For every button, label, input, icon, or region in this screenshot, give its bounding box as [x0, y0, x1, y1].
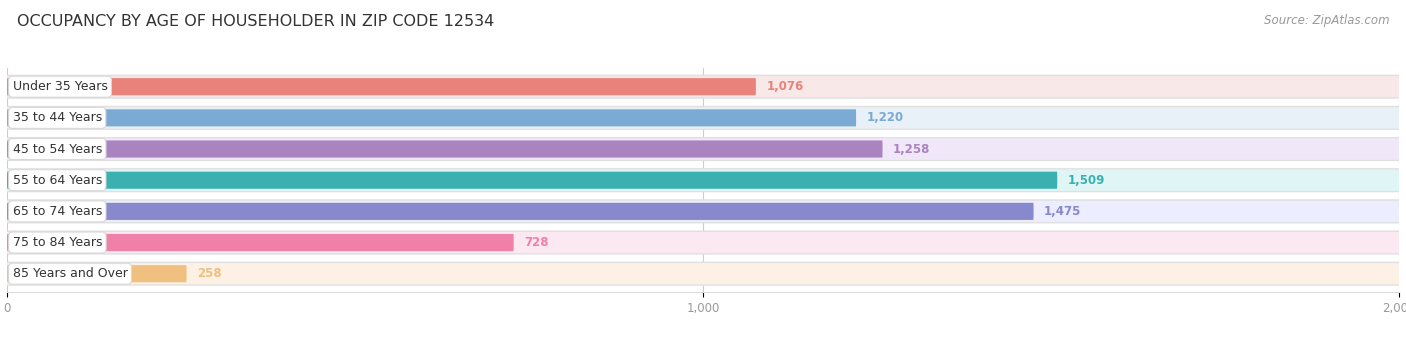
FancyBboxPatch shape: [6, 169, 1400, 191]
Text: Under 35 Years: Under 35 Years: [13, 80, 107, 93]
FancyBboxPatch shape: [7, 78, 756, 95]
FancyBboxPatch shape: [7, 76, 1399, 97]
Text: 35 to 44 Years: 35 to 44 Years: [13, 112, 101, 124]
Text: Source: ZipAtlas.com: Source: ZipAtlas.com: [1264, 14, 1389, 27]
Text: 65 to 74 Years: 65 to 74 Years: [13, 205, 103, 218]
Text: 1,258: 1,258: [893, 142, 931, 155]
FancyBboxPatch shape: [6, 231, 1400, 254]
FancyBboxPatch shape: [7, 203, 1033, 220]
FancyBboxPatch shape: [7, 170, 1399, 191]
Text: 1,509: 1,509: [1067, 174, 1105, 187]
FancyBboxPatch shape: [7, 172, 1057, 189]
Text: 55 to 64 Years: 55 to 64 Years: [13, 174, 103, 187]
FancyBboxPatch shape: [7, 234, 513, 251]
FancyBboxPatch shape: [7, 263, 1399, 284]
FancyBboxPatch shape: [7, 107, 1399, 129]
FancyBboxPatch shape: [7, 109, 856, 126]
Text: 1,475: 1,475: [1045, 205, 1081, 218]
FancyBboxPatch shape: [7, 232, 1399, 253]
FancyBboxPatch shape: [6, 75, 1400, 98]
Text: 85 Years and Over: 85 Years and Over: [13, 267, 128, 280]
Text: 1,076: 1,076: [766, 80, 804, 93]
FancyBboxPatch shape: [7, 138, 1399, 160]
Text: 258: 258: [197, 267, 222, 280]
FancyBboxPatch shape: [7, 140, 883, 158]
FancyBboxPatch shape: [7, 201, 1399, 222]
FancyBboxPatch shape: [7, 265, 187, 282]
Text: 75 to 84 Years: 75 to 84 Years: [13, 236, 103, 249]
FancyBboxPatch shape: [6, 138, 1400, 160]
Text: OCCUPANCY BY AGE OF HOUSEHOLDER IN ZIP CODE 12534: OCCUPANCY BY AGE OF HOUSEHOLDER IN ZIP C…: [17, 14, 494, 29]
Text: 45 to 54 Years: 45 to 54 Years: [13, 142, 103, 155]
FancyBboxPatch shape: [6, 107, 1400, 129]
Text: 1,220: 1,220: [866, 112, 904, 124]
FancyBboxPatch shape: [6, 200, 1400, 223]
Text: 728: 728: [524, 236, 548, 249]
FancyBboxPatch shape: [6, 262, 1400, 285]
